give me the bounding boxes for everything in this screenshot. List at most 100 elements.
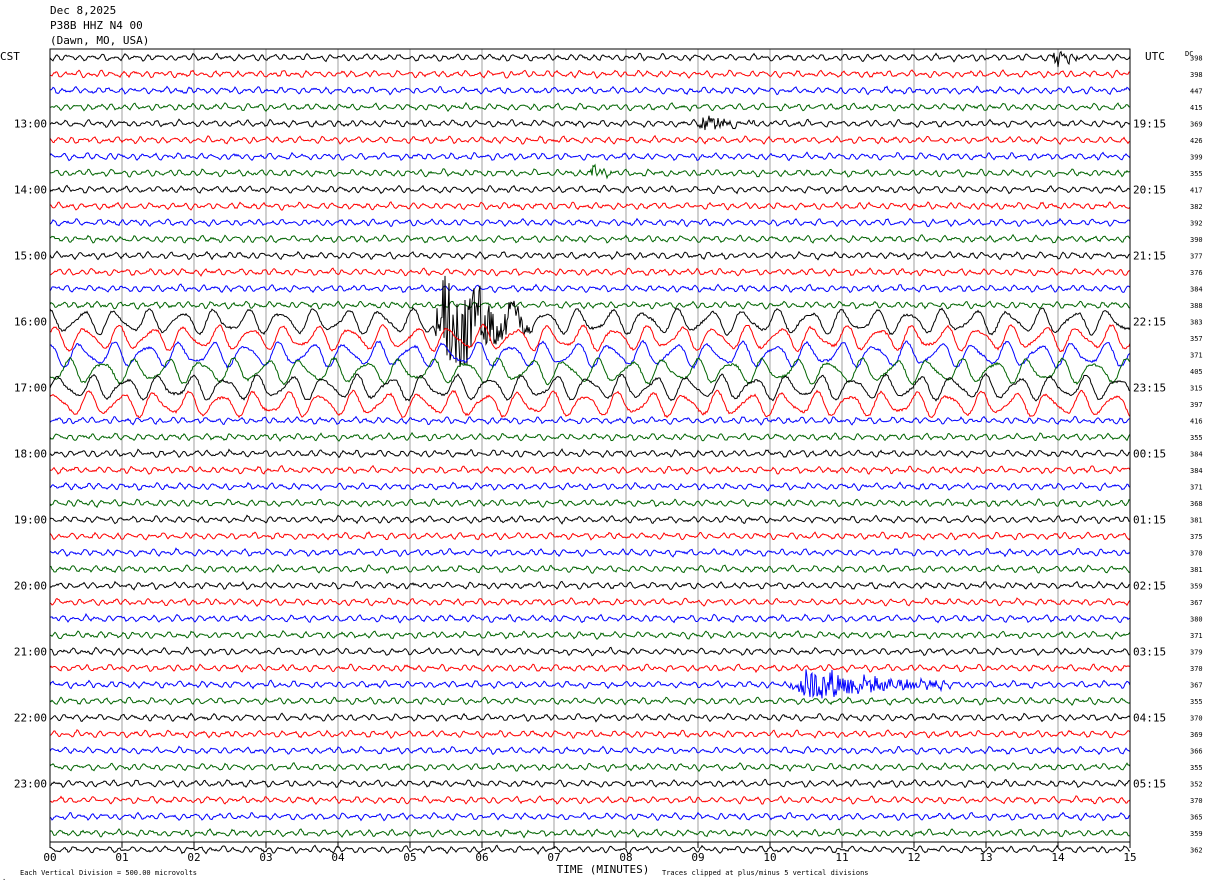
- dc-offset-label: 355: [1190, 764, 1203, 772]
- cst-hour-label: 19:00: [14, 514, 47, 527]
- trace-line-40: [49, 712, 1131, 723]
- dc-offset-label: 416: [1190, 418, 1203, 426]
- dc-offset-label: 355: [1190, 170, 1203, 178]
- dc-offset-label: 390: [1190, 236, 1203, 244]
- dc-offset-label: 371: [1190, 352, 1203, 360]
- trace-line-32: [49, 580, 1131, 591]
- dc-offset-label: 398: [1190, 55, 1203, 63]
- dc-offset-label: 417: [1190, 187, 1203, 195]
- trace-line-9: [49, 201, 1131, 211]
- trace-line-24: [49, 448, 1130, 459]
- trace-line-36: [49, 646, 1131, 657]
- cst-hour-label: 22:00: [14, 712, 47, 725]
- trace-line-12: [49, 250, 1131, 261]
- trace-line-2: [49, 85, 1131, 96]
- x-tick-label: 04: [331, 851, 345, 864]
- utc-hour-label: 19:15: [1133, 118, 1166, 131]
- cst-hour-labels: 13:00 14:00 15:00 16:00 17:00 18:00 19:00 20:00…: [14, 118, 47, 791]
- dc-offset-label: 375: [1190, 533, 1203, 541]
- trace-line-14: [49, 283, 1131, 294]
- dc-offset-label: 383: [1190, 319, 1203, 327]
- dc-offset-label: 365: [1190, 814, 1203, 822]
- dc-offset-label: 415: [1190, 104, 1203, 112]
- dc-offset-label: 366: [1190, 748, 1203, 756]
- x-tick-label: 08: [619, 851, 632, 864]
- dc-offset-label: 368: [1190, 500, 1203, 508]
- utc-hour-labels: 19:15 20:15 21:15 22:15 23:15 00:15 01:15 02:15…: [1133, 118, 1166, 791]
- trace-line-47: [49, 828, 1130, 839]
- cst-hour-label: 18:00: [14, 448, 47, 461]
- dc-offset-label: 426: [1190, 137, 1203, 145]
- trace-line-25: [49, 464, 1131, 475]
- dc-offset-label: 369: [1190, 121, 1203, 129]
- x-tick-label: 07: [547, 851, 560, 864]
- trace-line-11: [49, 233, 1131, 244]
- x-axis-ticks: 00 01 02 03 04 05 06 07 08 09 10 11 12 13 14 15: [43, 842, 1137, 864]
- x-tick-label: 01: [115, 851, 128, 864]
- dc-offset-label: 384: [1190, 286, 1203, 294]
- cst-hour-label: 14:00: [14, 184, 47, 197]
- trace-line-42: [49, 745, 1131, 756]
- dc-offset-label: 377: [1190, 253, 1203, 261]
- trace-line-30: [49, 547, 1131, 558]
- trace-line-19: [49, 356, 1131, 386]
- trace-line-35: [49, 629, 1131, 641]
- trace-line-29: [49, 531, 1131, 541]
- trace-line-20: [49, 372, 1131, 402]
- x-tick-label: 11: [835, 851, 848, 864]
- trace-line-1: [49, 69, 1131, 79]
- trace-line-27: [49, 498, 1131, 509]
- seismic-traces: [49, 50, 1131, 855]
- x-tick-label: 12: [907, 851, 920, 864]
- trace-line-48: [49, 844, 1131, 855]
- utc-hour-label: 02:15: [1133, 580, 1166, 593]
- station-label: P38B HHZ N4 00: [50, 19, 143, 32]
- dc-offset-label: 370: [1190, 797, 1203, 805]
- cst-hour-label: 16:00: [14, 316, 47, 329]
- cst-hour-label: 17:00: [14, 382, 47, 395]
- dc-offset-labels: 398 398 447 415 369 426 399 355 417 382 392 390 377 3…: [1190, 55, 1203, 855]
- cst-hour-label: 15:00: [14, 250, 47, 263]
- utc-hour-label: 05:15: [1133, 778, 1166, 791]
- plot-frame: [49, 48, 1131, 843]
- trace-line-5: [49, 134, 1131, 146]
- corner-mark: .: [2, 874, 6, 882]
- trace-line-28: [49, 514, 1131, 525]
- dc-offset-label: 357: [1190, 335, 1203, 343]
- dc-offset-label: 371: [1190, 484, 1203, 492]
- dc-offset-label: 376: [1190, 269, 1203, 277]
- utc-hour-label: 21:15: [1133, 250, 1166, 263]
- dc-offset-label: 380: [1190, 616, 1203, 624]
- x-tick-label: 09: [691, 851, 704, 864]
- utc-label: UTC: [1145, 50, 1165, 63]
- dc-offset-label: 405: [1190, 368, 1203, 376]
- utc-hour-label: 23:15: [1133, 382, 1166, 395]
- trace-line-6: [49, 151, 1131, 162]
- dc-offset-label: 382: [1190, 203, 1203, 211]
- dc-offset-label: 367: [1190, 682, 1203, 690]
- cst-hour-label: 21:00: [14, 646, 47, 659]
- trace-line-44: [49, 778, 1131, 789]
- trace-line-26: [49, 481, 1131, 492]
- dc-offset-label: 359: [1190, 830, 1203, 838]
- x-tick-label: 13: [979, 851, 992, 864]
- utc-hour-label: 03:15: [1133, 646, 1166, 659]
- dc-offset-label: 379: [1190, 649, 1203, 657]
- x-axis-title: TIME (MINUTES): [557, 863, 650, 876]
- dc-offset-label: 370: [1190, 665, 1203, 673]
- trace-line-38: [49, 669, 1131, 699]
- dc-offset-label: 355: [1190, 698, 1203, 706]
- trace-line-23: [49, 431, 1131, 442]
- x-tick-label: 15: [1123, 851, 1136, 864]
- trace-line-0: [49, 50, 1131, 68]
- trace-line-3: [49, 101, 1131, 112]
- x-tick-label: 14: [1051, 851, 1065, 864]
- minute-grid: [121, 49, 1059, 842]
- dc-offset-label: 397: [1190, 401, 1203, 409]
- dc-offset-label: 384: [1190, 467, 1203, 475]
- trace-line-43: [49, 762, 1131, 773]
- dc-offset-label: 352: [1190, 781, 1203, 789]
- trace-line-18: [49, 339, 1131, 370]
- dc-offset-label: 371: [1190, 632, 1203, 640]
